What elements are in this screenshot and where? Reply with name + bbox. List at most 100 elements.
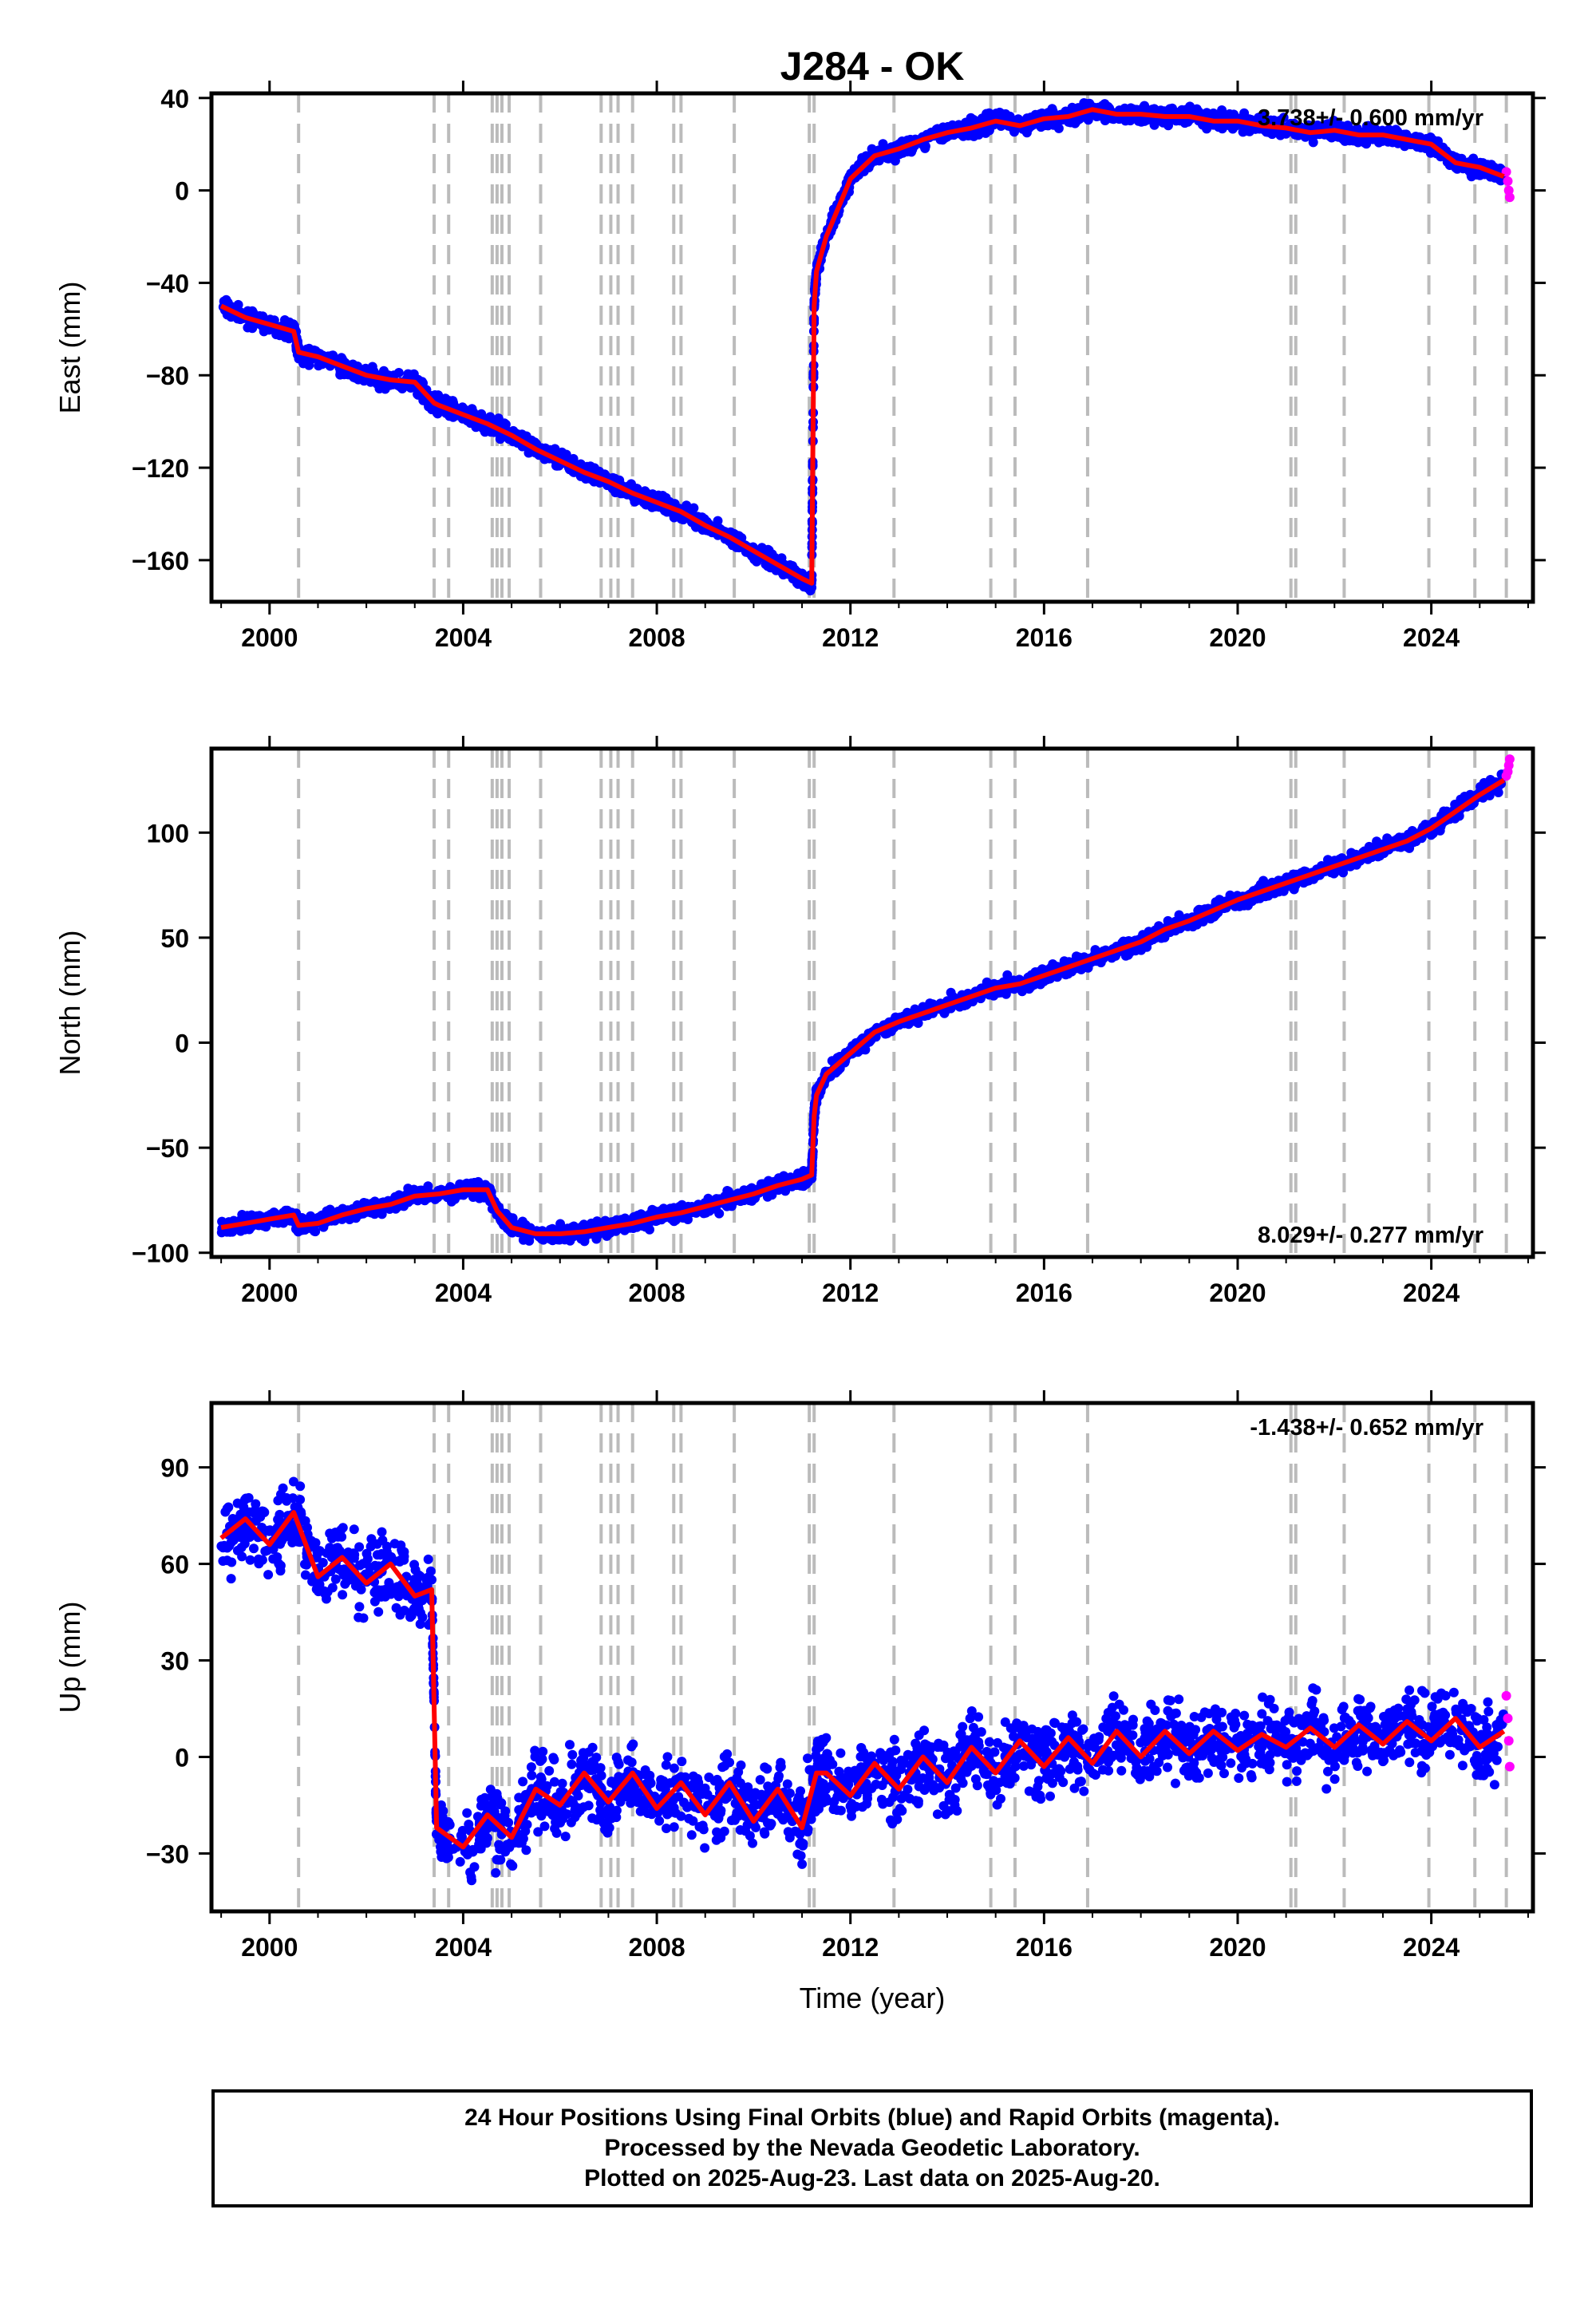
final-orbit-point [1128, 104, 1139, 114]
y-tick-label: −160 [132, 547, 189, 575]
x-tick-label: 2024 [1403, 1279, 1460, 1307]
y-tick-label: −50 [146, 1134, 189, 1163]
final-orbit-point [397, 384, 408, 393]
final-orbit-point [1017, 986, 1027, 997]
chart-title: J284 - OK [780, 44, 965, 89]
north-final-orbit-points [216, 769, 1509, 1247]
x-tick-label: 2004 [435, 1279, 492, 1307]
final-orbit-point [1238, 127, 1248, 137]
final-orbit-point [1217, 105, 1227, 115]
final-orbit-point [1404, 843, 1415, 853]
final-orbit-point [245, 1555, 255, 1565]
east-frame [209, 91, 1535, 604]
final-orbit-point [523, 448, 534, 458]
y-tick-label: 0 [175, 177, 189, 206]
final-orbit-point [689, 503, 699, 513]
final-orbit-point [1308, 137, 1318, 148]
final-orbit-point [444, 396, 455, 406]
final-orbit-point [462, 1179, 472, 1189]
y-tick-label: 40 [160, 85, 189, 113]
final-orbit-point [1090, 945, 1100, 955]
final-orbit-point [1067, 102, 1077, 113]
final-orbit-point [1140, 101, 1150, 111]
final-orbit-point [245, 1532, 255, 1542]
final-orbit-point [508, 1214, 518, 1224]
final-orbit-point [767, 549, 777, 559]
final-orbit-point [219, 296, 229, 306]
east-event-lines [297, 93, 1508, 602]
y-tick-label: −40 [146, 269, 189, 298]
final-orbit-point [666, 1203, 675, 1214]
final-orbit-point [1485, 775, 1495, 785]
rapid-orbit-point [1504, 192, 1515, 203]
up-final-orbit-points [216, 1476, 1509, 1886]
final-orbit-point [218, 1556, 228, 1566]
final-orbit-point [260, 1546, 271, 1556]
final-orbit-point [1187, 922, 1198, 932]
final-orbit-point [645, 1224, 654, 1235]
final-orbit-point [894, 149, 904, 160]
north-rapid-orbit-points [1501, 754, 1515, 781]
final-orbit-point [243, 306, 253, 316]
final-orbit-point [243, 1492, 254, 1503]
final-orbit-point [524, 1235, 535, 1246]
final-orbit-point [222, 1504, 232, 1514]
final-orbit-point [805, 583, 816, 594]
final-orbit-point [263, 1570, 274, 1580]
final-orbit-point [1040, 119, 1050, 129]
final-orbit-point [222, 1543, 232, 1553]
final-orbit-point [1194, 904, 1204, 915]
final-orbit-point [310, 1227, 321, 1237]
final-orbit-point [1258, 875, 1269, 886]
east-final-orbit-points [218, 98, 1508, 596]
final-orbit-point [1322, 119, 1333, 129]
final-orbit-point [227, 1557, 237, 1567]
x-tick-label: 2024 [1403, 623, 1460, 652]
final-orbit-point [1475, 170, 1485, 180]
final-orbit-point [1185, 101, 1195, 112]
final-orbit-point [591, 1234, 602, 1244]
final-orbit-point [226, 1574, 236, 1584]
north-frame [209, 746, 1535, 1259]
final-orbit-point [247, 323, 258, 334]
x-tick-label: 2020 [1209, 1279, 1266, 1307]
final-orbit-point [1361, 139, 1372, 149]
final-orbit-point [403, 369, 413, 379]
final-orbit-point [1313, 121, 1323, 130]
final-orbit-point [757, 543, 767, 553]
final-orbit-point [555, 449, 566, 459]
final-orbit-point [920, 143, 930, 153]
final-orbit-point [1163, 915, 1173, 926]
y-tick-label: −80 [146, 362, 189, 390]
final-orbit-point [1456, 153, 1467, 164]
final-orbit-point [654, 491, 664, 501]
final-orbit-point [1272, 127, 1282, 137]
final-orbit-point [902, 147, 912, 156]
north-model-line [220, 777, 1506, 1236]
final-orbit-point [232, 1545, 243, 1555]
final-orbit-point [244, 1224, 255, 1235]
x-tick-label: 2016 [1016, 1279, 1073, 1307]
x-tick-label: 2016 [1016, 623, 1073, 652]
final-orbit-point [1416, 143, 1426, 152]
final-orbit-point [1079, 98, 1089, 108]
rapid-orbit-point [1504, 754, 1515, 765]
final-orbit-point [413, 389, 423, 400]
north-event-lines [297, 749, 1508, 1257]
x-tick-label: 2008 [628, 623, 685, 652]
final-orbit-point [289, 321, 299, 331]
x-tick-label: 2000 [241, 623, 298, 652]
final-orbit-point [250, 1508, 260, 1519]
final-orbit-point [925, 998, 935, 1009]
final-orbit-point [1053, 123, 1064, 133]
final-orbit-point [242, 1508, 252, 1518]
y-tick-label: −100 [132, 1239, 189, 1268]
y-tick-label: 100 [147, 819, 189, 848]
final-orbit-point [942, 121, 953, 132]
final-orbit-point [230, 1531, 239, 1541]
final-orbit-point [1083, 962, 1093, 973]
x-tick-label: 2012 [822, 1279, 879, 1307]
